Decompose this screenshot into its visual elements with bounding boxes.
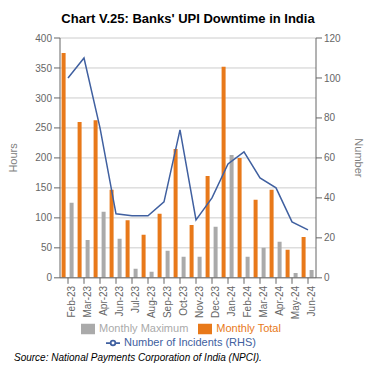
svg-text:60: 60 xyxy=(324,152,336,163)
svg-text:Nov-23: Nov-23 xyxy=(194,285,205,318)
svg-text:May-24: May-24 xyxy=(290,285,301,319)
svg-text:100: 100 xyxy=(35,212,52,223)
svg-text:Hours: Hours xyxy=(8,143,19,173)
html-text:Source: National Payments Corp: Source: National Payments Corporation of… xyxy=(14,352,262,363)
html-text:Monthly Total: Monthly Total xyxy=(216,321,281,334)
svg-text:Jun-24: Jun-24 xyxy=(306,285,317,316)
svg-text:350: 350 xyxy=(35,63,52,74)
svg-text:80: 80 xyxy=(324,112,336,123)
svg-text:Jun-23: Jun-23 xyxy=(114,285,125,316)
svg-text:Jul-23: Jul-23 xyxy=(130,285,141,313)
svg-text:Oct-23: Oct-23 xyxy=(178,285,189,315)
html-text:Monthly Maximum: Monthly Maximum xyxy=(99,321,189,334)
svg-text:0: 0 xyxy=(46,272,52,283)
svg-text:Sep-23: Sep-23 xyxy=(162,285,173,318)
svg-text:400: 400 xyxy=(35,33,52,44)
svg-text:Dec-23: Dec-23 xyxy=(210,285,221,318)
svg-text:40: 40 xyxy=(324,192,336,203)
svg-text:250: 250 xyxy=(35,122,52,133)
svg-text:20: 20 xyxy=(324,232,336,243)
svg-text:Apr-23: Apr-23 xyxy=(98,285,109,315)
svg-text:150: 150 xyxy=(35,182,52,193)
html-text:Chart V.25: Banks' UPI Downtim: Chart V.25: Banks' UPI Downtime in India xyxy=(61,11,315,26)
svg-text:120: 120 xyxy=(324,33,341,44)
svg-text:Mar-24: Mar-24 xyxy=(258,285,269,317)
html-text:Number of Incidents (RHS): Number of Incidents (RHS) xyxy=(124,335,256,348)
svg-text:Apr-24: Apr-24 xyxy=(274,285,285,315)
svg-text:Mar-23: Mar-23 xyxy=(82,285,93,317)
svg-text:100: 100 xyxy=(324,73,341,84)
svg-text:Jan-24: Jan-24 xyxy=(226,285,237,316)
svg-text:Feb-24: Feb-24 xyxy=(242,285,253,317)
svg-text:200: 200 xyxy=(35,152,52,163)
svg-text:Number: Number xyxy=(353,138,365,177)
svg-text:50: 50 xyxy=(41,242,53,253)
svg-text:Feb-23: Feb-23 xyxy=(66,285,77,317)
svg-text:0: 0 xyxy=(324,272,330,283)
svg-text:300: 300 xyxy=(35,93,52,104)
svg-text:Aug-23: Aug-23 xyxy=(146,285,157,318)
